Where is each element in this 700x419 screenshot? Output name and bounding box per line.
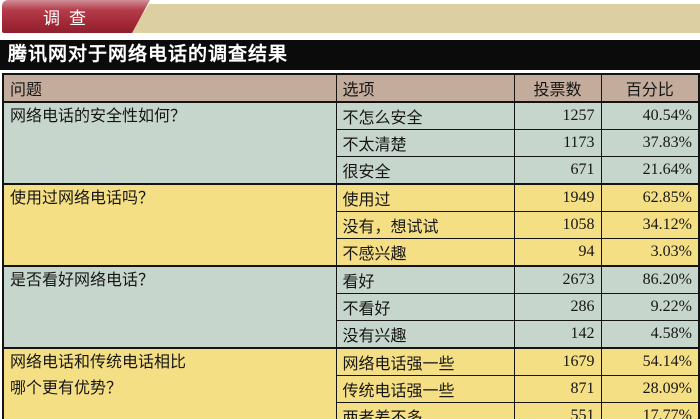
percent-cell: 9.22% [600,293,700,321]
title-bar: 腾讯网对于网络电话的调查结果 [0,40,700,70]
col-header-question: 问题 [2,73,337,103]
percent-cell: 34.12% [600,211,700,239]
votes-cell: 1257 [513,101,602,130]
percent-cell: 3.03% [600,238,700,267]
option-cell: 看好 [335,265,515,294]
question-line2: 哪个更有优势？ [10,380,123,397]
question-line1: 使用过网络电话吗？ [10,190,155,207]
table-header-row: 问题 选项 投票数 百分比 [2,73,700,103]
table-row: 网络电话的安全性如何？ 不怎么安全 1257 40.54% [2,101,700,185]
banner-tan-strip [131,4,700,33]
survey-table: 问题 选项 投票数 百分比 网络电话的安全性如何？ 不怎么安全 1257 40.… [2,73,700,419]
page-title: 腾讯网对于网络电话的调查结果 [8,44,289,65]
option-cell: 没有兴趣 [335,320,515,349]
votes-cell: 551 [513,402,602,419]
percent-cell: 62.85% [600,183,700,212]
question-cell: 网络电话和传统电话相比 哪个更有优势？ [2,347,337,419]
table-row: 不太清楚 1173 37.83% [3,129,700,157]
percent-cell: 86.20% [600,265,700,294]
percent-cell: 28.09% [600,375,700,403]
votes-cell: 671 [513,156,602,185]
votes-cell: 871 [513,375,602,403]
option-cell: 不太清楚 [335,129,515,157]
option-cell: 两者差不多 [335,402,515,419]
option-cell: 不感兴趣 [335,238,515,267]
option-cell: 不怎么安全 [335,101,515,130]
option-cell: 不看好 [335,293,515,321]
option-cell: 传统电话强一些 [335,375,515,403]
table-row: 使用过网络电话吗？ 使用过 1949 62.85% [2,183,700,267]
question-cell: 是否看好网络电话？ [2,265,337,349]
option-cell: 网络电话强一些 [335,347,515,376]
table-row: 不看好 286 9.22% [3,293,700,321]
option-cell: 很安全 [335,156,515,185]
question-line1: 网络电话的安全性如何？ [10,108,187,125]
table-row: 传统电话强一些 871 28.09% [3,375,700,403]
table-row: 很安全 671 21.64% [3,156,700,185]
question-cell: 使用过网络电话吗？ [2,183,337,267]
table-row: 没有，想试试 1058 34.12% [3,211,700,239]
votes-cell: 286 [513,293,602,321]
votes-cell: 2673 [513,265,602,294]
col-header-votes: 投票数 [513,73,602,103]
col-header-percent: 百分比 [600,73,700,103]
option-cell: 没有，想试试 [335,211,515,239]
percent-cell: 40.54% [600,101,700,130]
banner: 调查 [0,0,700,33]
percent-cell: 37.83% [600,129,700,157]
votes-cell: 94 [513,238,602,267]
votes-cell: 142 [513,320,602,349]
votes-cell: 1679 [513,347,602,376]
percent-cell: 21.64% [600,156,700,185]
question-cell: 网络电话的安全性如何？ [2,101,337,185]
option-cell: 使用过 [335,183,515,212]
question-line1: 是否看好网络电话？ [10,272,155,289]
percent-cell: 54.14% [600,347,700,376]
percent-cell: 17.77% [600,402,700,419]
question-line1: 网络电话和传统电话相比 [10,354,187,371]
table-row: 是否看好网络电话？ 看好 2673 86.20% [2,265,700,349]
votes-cell: 1058 [513,211,602,239]
banner-badge: 调查 [2,0,150,33]
votes-cell: 1173 [513,129,602,157]
table-row: 不感兴趣 94 3.03% [3,238,700,267]
table-row: 两者差不多 551 17.77% [3,402,700,419]
percent-cell: 4.58% [600,320,700,349]
table-row: 网络电话和传统电话相比 哪个更有优势？ 网络电话强一些 1679 54.14% [2,347,700,419]
col-header-option: 选项 [335,73,515,103]
banner-label: 调查 [43,9,95,28]
votes-cell: 1949 [513,183,602,212]
